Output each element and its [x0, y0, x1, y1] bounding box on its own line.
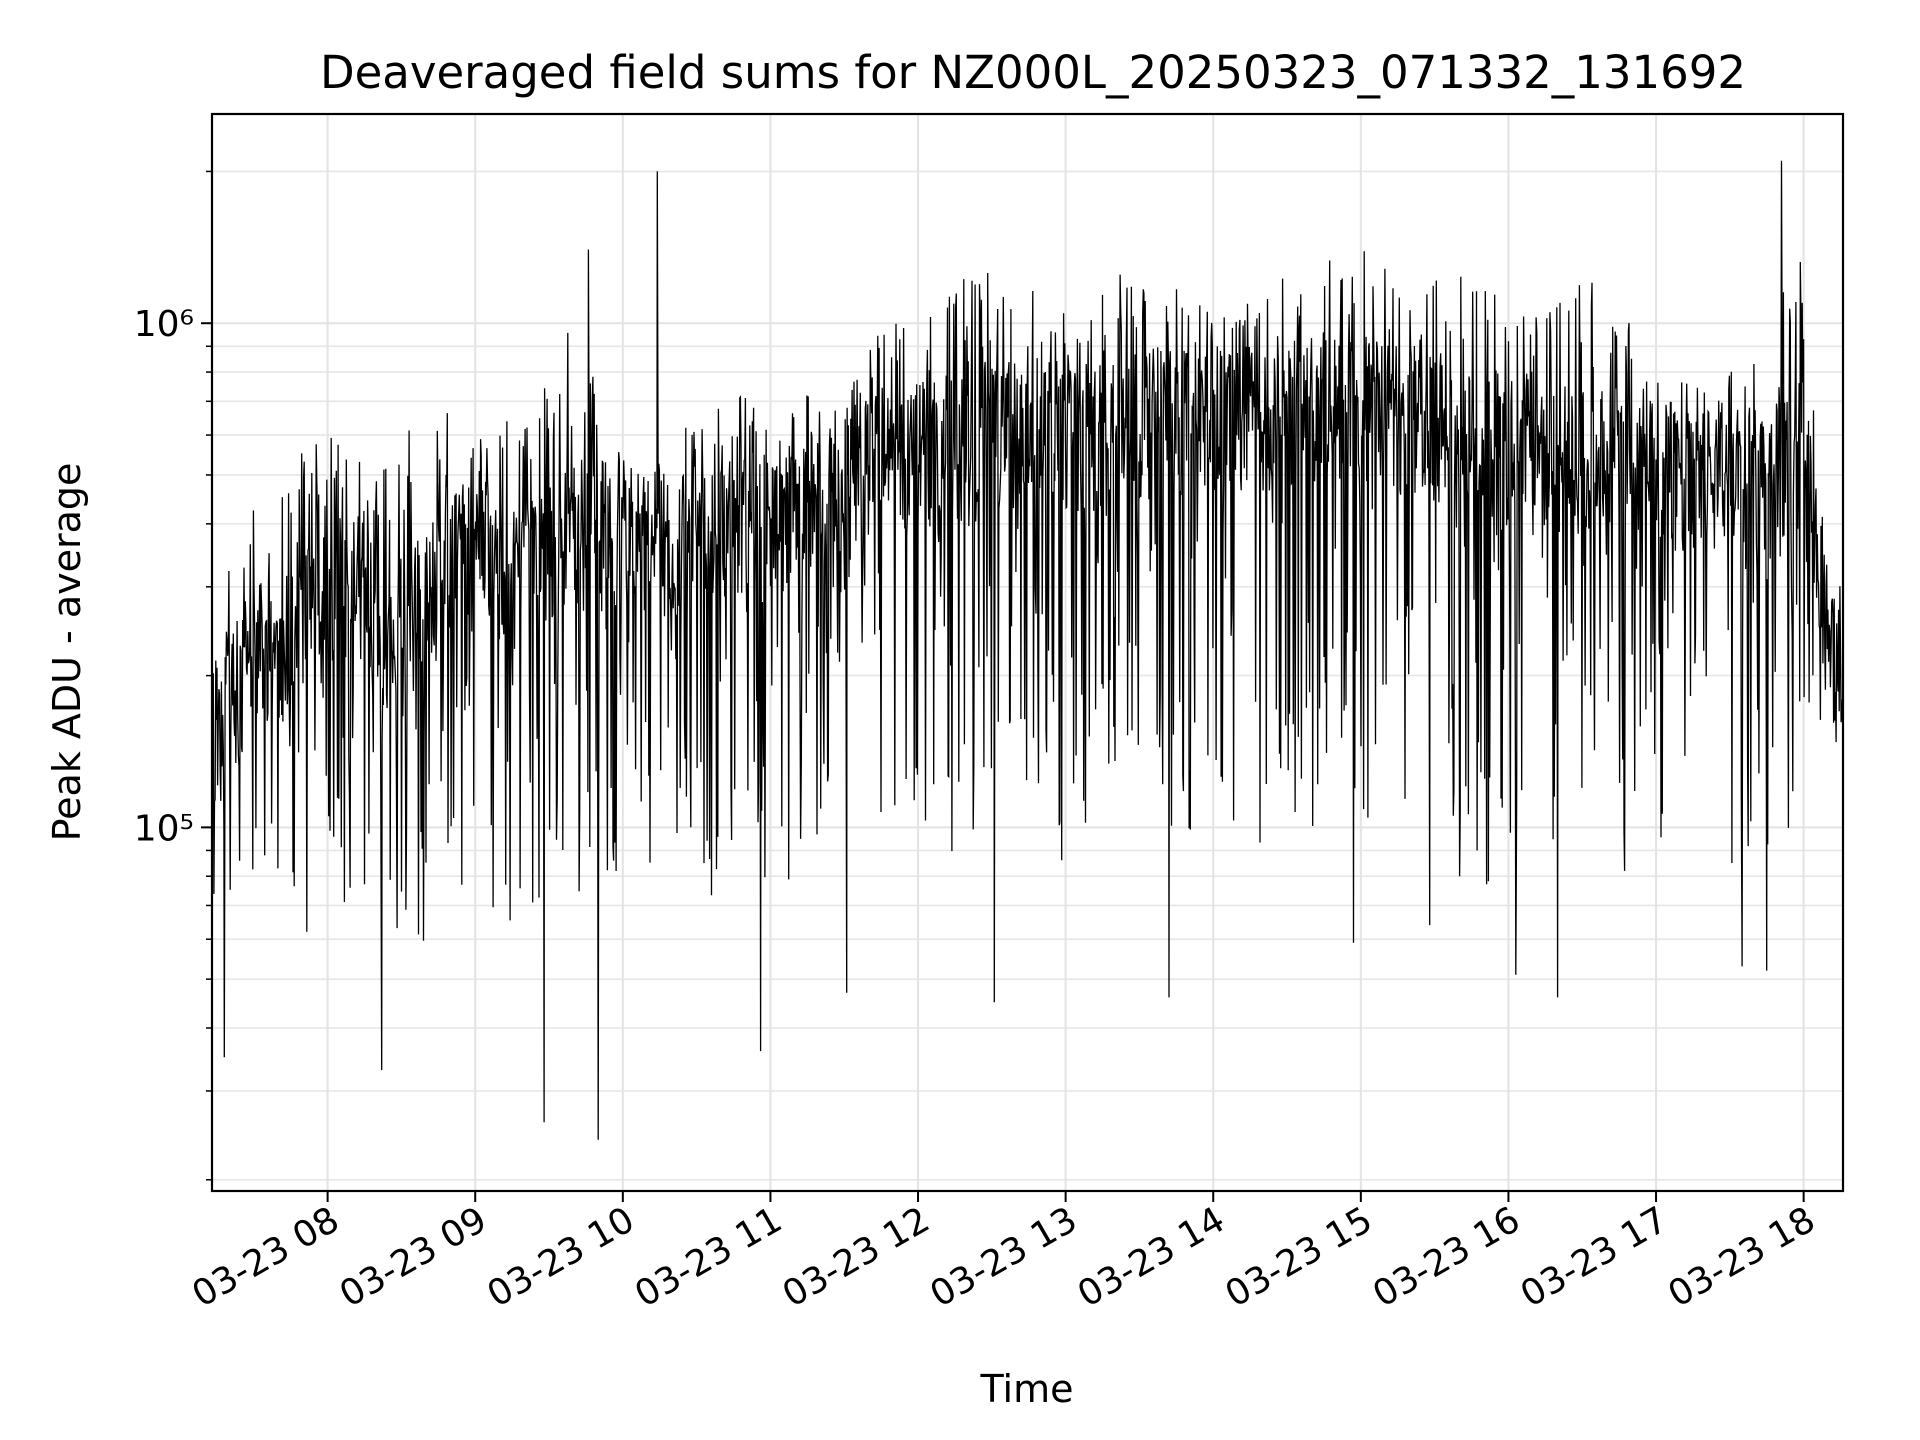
x-axis-label: Time: [980, 1367, 1074, 1411]
plot-area: [212, 160, 1843, 1140]
y-axis: 10⁵ 10⁶: [134, 170, 212, 1181]
chart-title: Deaveraged field sums for NZ000L_2025032…: [320, 46, 1746, 99]
y-tick-label: 10⁶: [134, 304, 194, 345]
y-axis-label: Peak ADU - average: [45, 463, 89, 842]
y-tick-label: 10⁵: [134, 808, 194, 849]
series-line: [212, 160, 1843, 1140]
plot-frame: [210, 112, 1845, 1193]
